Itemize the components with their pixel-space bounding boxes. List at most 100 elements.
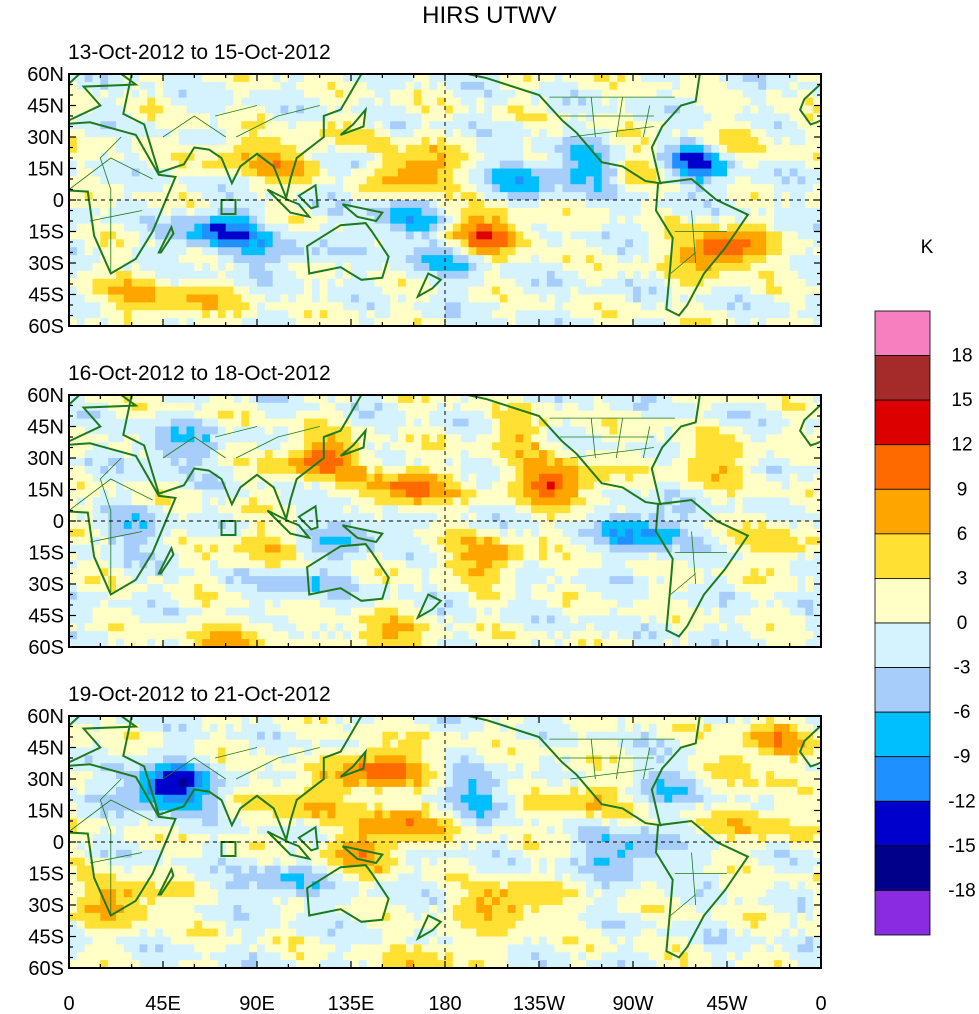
- field-cell: [640, 192, 650, 201]
- field-cell: [108, 473, 117, 483]
- field-cell: [108, 434, 117, 443]
- field-cell: [750, 239, 759, 248]
- field-cell: [789, 513, 799, 522]
- field-cell: [460, 168, 470, 177]
- field-cell: [233, 144, 242, 154]
- field-cell: [656, 263, 665, 272]
- field-cell: [625, 521, 634, 530]
- field-cell: [69, 286, 78, 296]
- panel-2-field: [69, 395, 821, 647]
- field-cell: [108, 505, 117, 514]
- field-cell: [217, 74, 227, 83]
- field-cell: [750, 97, 759, 107]
- field-cell: [170, 294, 180, 303]
- field-cell: [523, 129, 532, 138]
- field-cell: [499, 81, 509, 91]
- field-cell: [609, 184, 618, 193]
- field-cell: [781, 426, 791, 435]
- field-cell: [499, 473, 509, 483]
- field-cell: [123, 286, 133, 296]
- field-cell: [672, 442, 681, 451]
- field-cell: [225, 450, 235, 459]
- field-cell: [687, 426, 697, 435]
- field-cell: [562, 302, 571, 311]
- field-cell: [805, 395, 814, 404]
- field-cell: [241, 278, 250, 288]
- field-cell: [640, 450, 650, 459]
- field-cell: [92, 465, 101, 475]
- field-cell: [742, 129, 752, 138]
- field-cell: [76, 89, 86, 99]
- field-cell: [492, 418, 501, 428]
- field-cell: [750, 426, 759, 435]
- field-cell: [781, 481, 791, 491]
- field-cell: [390, 310, 399, 319]
- field-cell: [163, 97, 172, 107]
- field-cell: [781, 113, 791, 122]
- y-tick-label: 0: [53, 190, 64, 212]
- field-cell: [452, 97, 462, 107]
- field-cell: [750, 184, 759, 193]
- field-cell: [233, 302, 242, 311]
- field-cell: [656, 450, 665, 459]
- field-cell: [288, 286, 297, 296]
- field-cell: [750, 450, 759, 459]
- field-cell: [460, 402, 470, 412]
- field-cell: [76, 536, 86, 546]
- field-cell: [734, 160, 744, 170]
- field-cell: [210, 418, 219, 428]
- field-cell: [664, 521, 673, 530]
- field-cell: [570, 239, 579, 248]
- field-cell: [311, 418, 321, 428]
- field-cell: [672, 294, 681, 303]
- field-cell: [789, 286, 799, 296]
- field-cell: [272, 426, 282, 435]
- field-cell: [398, 473, 407, 483]
- field-cell: [131, 263, 141, 272]
- field-cell: [805, 310, 814, 319]
- field-cell: [680, 247, 689, 256]
- field-cell: [695, 231, 705, 240]
- field-cell: [593, 318, 603, 326]
- field-cell: [499, 489, 509, 498]
- field-cell: [202, 481, 211, 491]
- field-cell: [507, 215, 517, 225]
- field-cell: [131, 481, 141, 491]
- field-cell: [476, 426, 485, 435]
- field-cell: [131, 81, 141, 91]
- field-cell: [335, 442, 344, 451]
- field-cell: [813, 481, 821, 491]
- field-cell: [358, 294, 368, 303]
- field-cell: [460, 465, 470, 475]
- field-cell: [429, 184, 438, 193]
- field-cell: [633, 286, 642, 296]
- field-cell: [233, 192, 242, 201]
- field-cell: [429, 450, 438, 459]
- field-cell: [742, 489, 752, 498]
- field-cell: [515, 294, 524, 303]
- field-cell: [774, 255, 783, 264]
- field-cell: [531, 528, 540, 538]
- field-cell: [139, 513, 148, 522]
- field-cell: [570, 137, 579, 146]
- field-cell: [703, 513, 712, 522]
- field-cell: [280, 286, 289, 296]
- field-cell: [797, 450, 806, 459]
- field-cell: [116, 302, 125, 311]
- field-cell: [390, 152, 399, 162]
- field-cell: [452, 410, 462, 420]
- field-cell: [319, 458, 329, 467]
- field-cell: [664, 465, 673, 475]
- field-cell: [84, 168, 94, 177]
- field-cell: [84, 450, 94, 459]
- field-cell: [92, 410, 101, 420]
- field-cell: [413, 458, 423, 467]
- field-cell: [405, 473, 415, 483]
- field-cell: [108, 481, 117, 491]
- field-cell: [570, 184, 579, 193]
- field-cell: [186, 286, 195, 296]
- field-cell: [727, 278, 736, 288]
- field-cell: [139, 152, 148, 162]
- field-cell: [789, 442, 799, 451]
